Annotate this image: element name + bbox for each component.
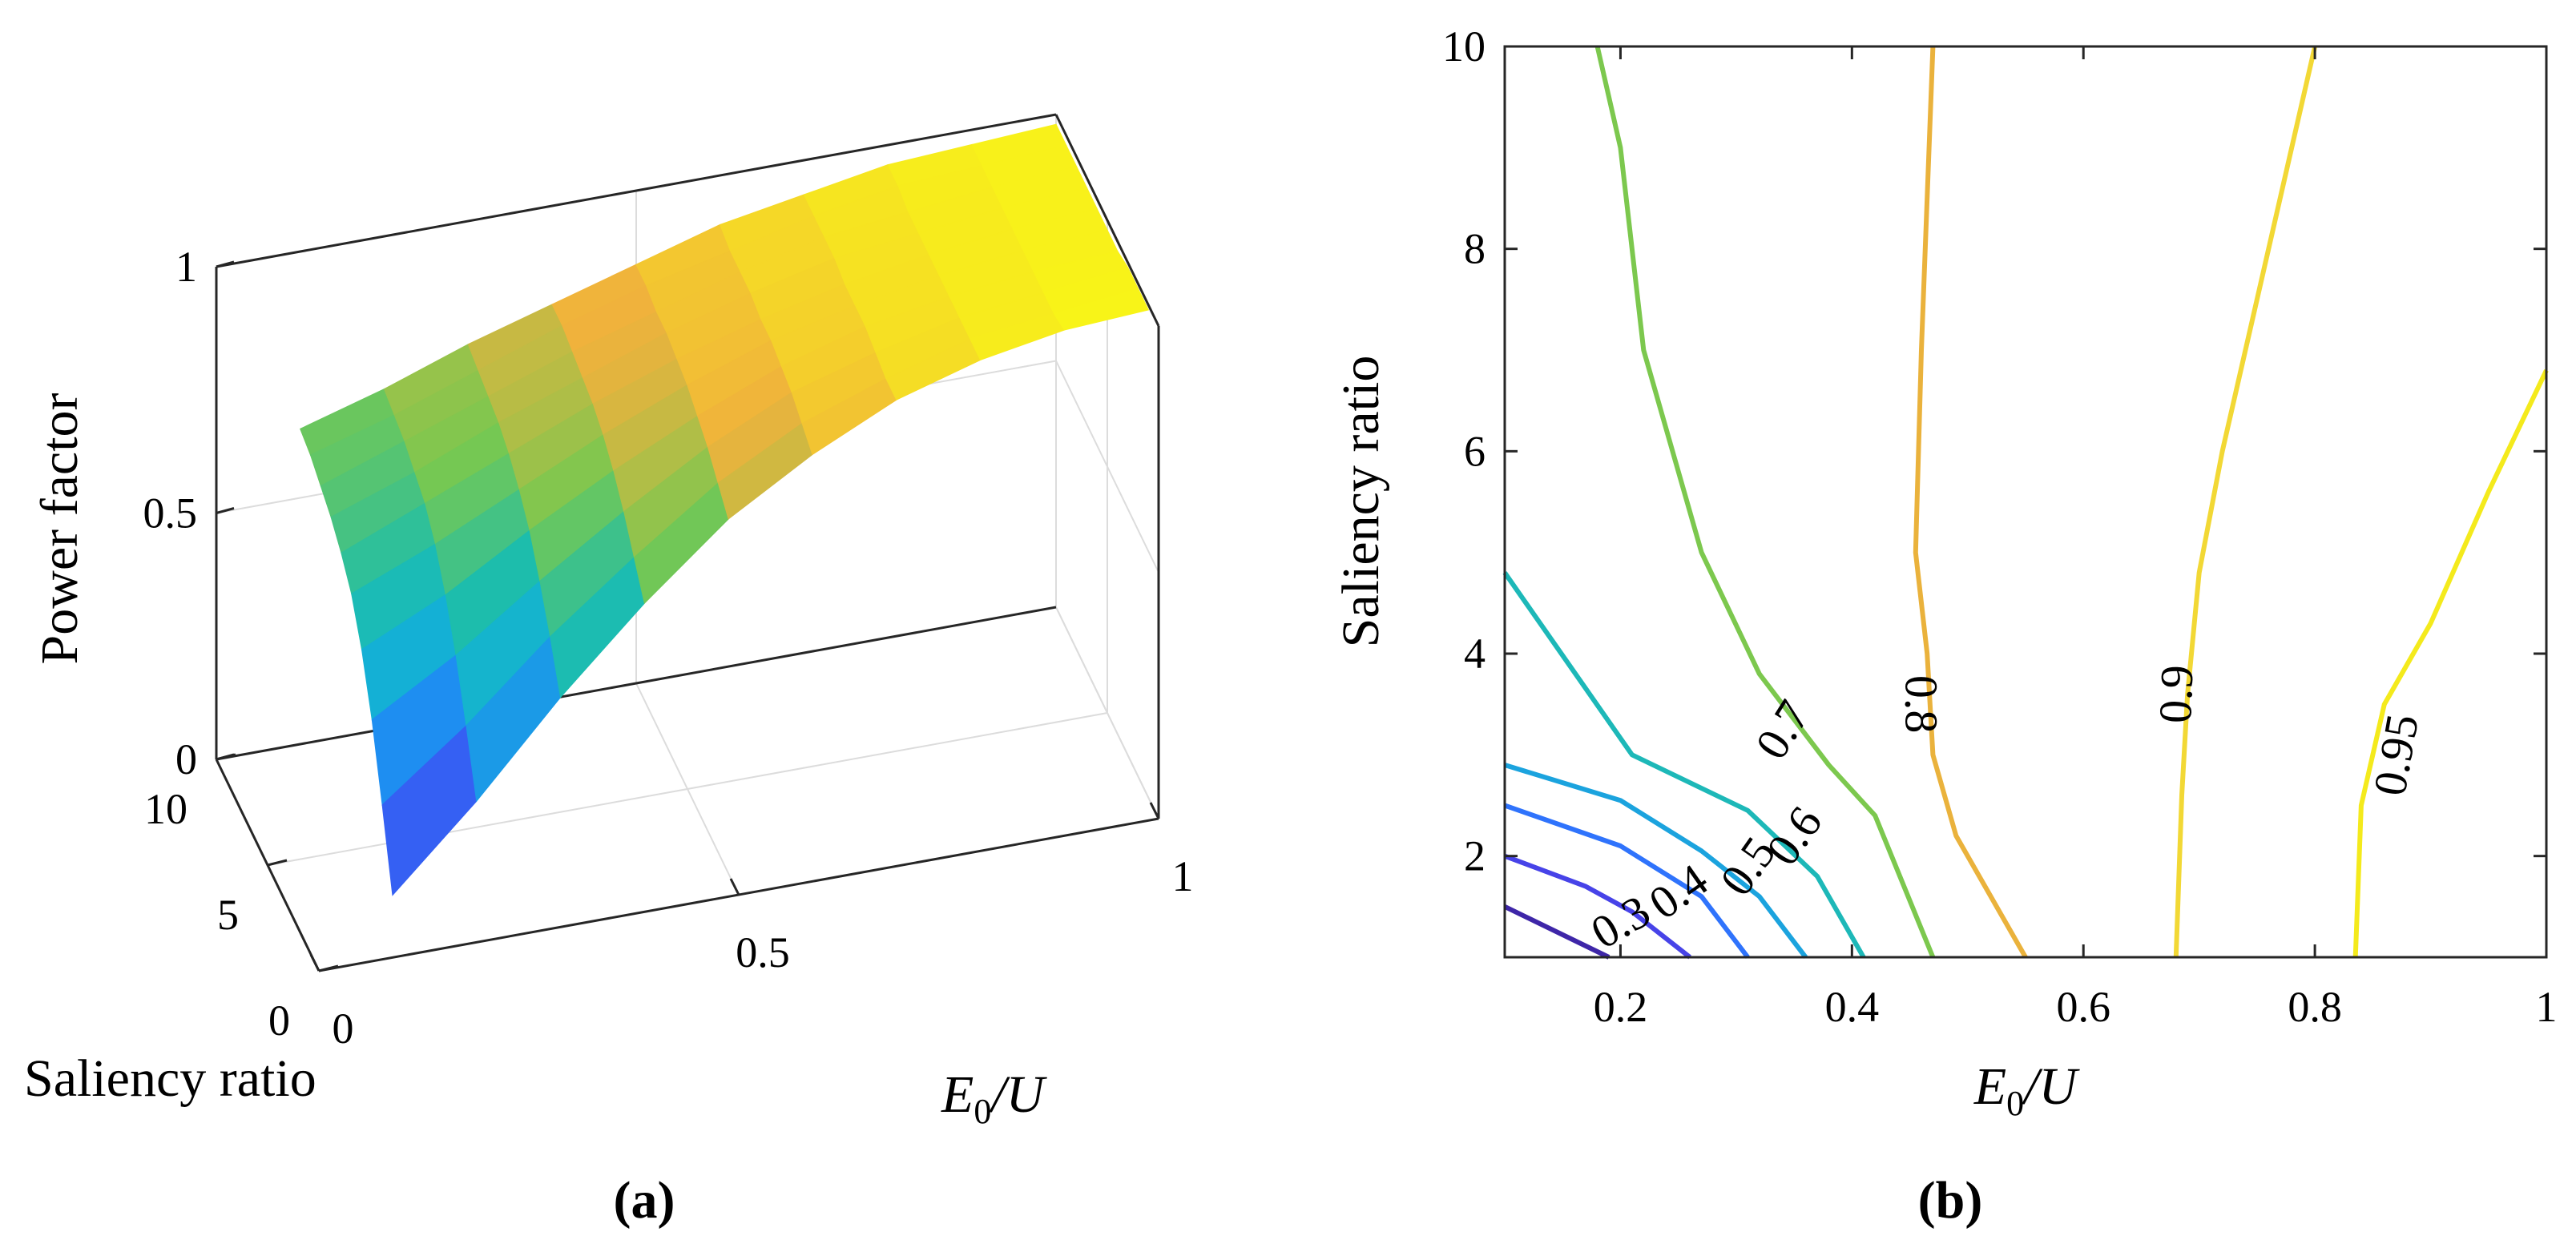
b-x-tick-label-4: 1: [2536, 983, 2558, 1031]
b-x-tick-label-2: 0.6: [2056, 983, 2110, 1031]
grid-z-0: [216, 607, 1159, 819]
b-x-tick-label-1: 0.4: [1825, 983, 1880, 1031]
x-tick-label-2: 1: [1172, 852, 1194, 900]
b-y-tick-label-2: 6: [1464, 427, 1486, 475]
z-tick-label-1: 0.5: [143, 489, 198, 537]
b-y-tick-label-3: 8: [1464, 225, 1486, 273]
y-tick-label-1: 5: [217, 891, 239, 939]
x-tick-label-1: 0.5: [736, 928, 790, 976]
contour-plot-area: [1505, 46, 2546, 957]
surface-zlabel: Power factor: [30, 393, 89, 664]
contour-label-7: 0.9: [2149, 664, 2203, 724]
x-tick-1: [731, 879, 739, 895]
y-tick-label-0: 0: [268, 996, 290, 1045]
contour-plot-panel: 0.30.40.50.60.7 0.8 0.90.95 0.2 0.4 0.6 0.8 12…: [1332, 22, 2558, 1230]
b-x-tick-label-0: 0.2: [1594, 983, 1648, 1031]
surface-xlabel: E0/U: [941, 1065, 1048, 1131]
contour-xlabel: E0/U: [1973, 1057, 2081, 1123]
panel-label-a: (a): [614, 1171, 675, 1230]
x-tick-label-0: 0: [333, 1004, 354, 1053]
surface-ylabel: Saliency ratio: [24, 1049, 316, 1108]
b-y-tick-label-4: 10: [1442, 22, 1486, 70]
surface-mesh: [300, 124, 1148, 895]
y-tick-label-2: 10: [144, 785, 187, 833]
contour-ylabel: Saliency ratio: [1332, 356, 1390, 648]
b-y-tick-label-0: 2: [1464, 832, 1486, 880]
contour-label-6: 0.8: [1896, 675, 1948, 734]
b-x-tick-label-3: 0.8: [2288, 983, 2342, 1031]
figure: 00.51051000.51 Power factor Saliency rat…: [0, 0, 2576, 1252]
b-y-tick-label-1: 4: [1464, 630, 1486, 678]
z-tick-label-0: 0: [175, 735, 197, 783]
z-tick-label-2: 1: [175, 243, 197, 291]
panel-label-b: (b): [1918, 1171, 1983, 1230]
surface-box-front-edges: [216, 759, 1159, 971]
x-tick-0: [311, 955, 319, 971]
